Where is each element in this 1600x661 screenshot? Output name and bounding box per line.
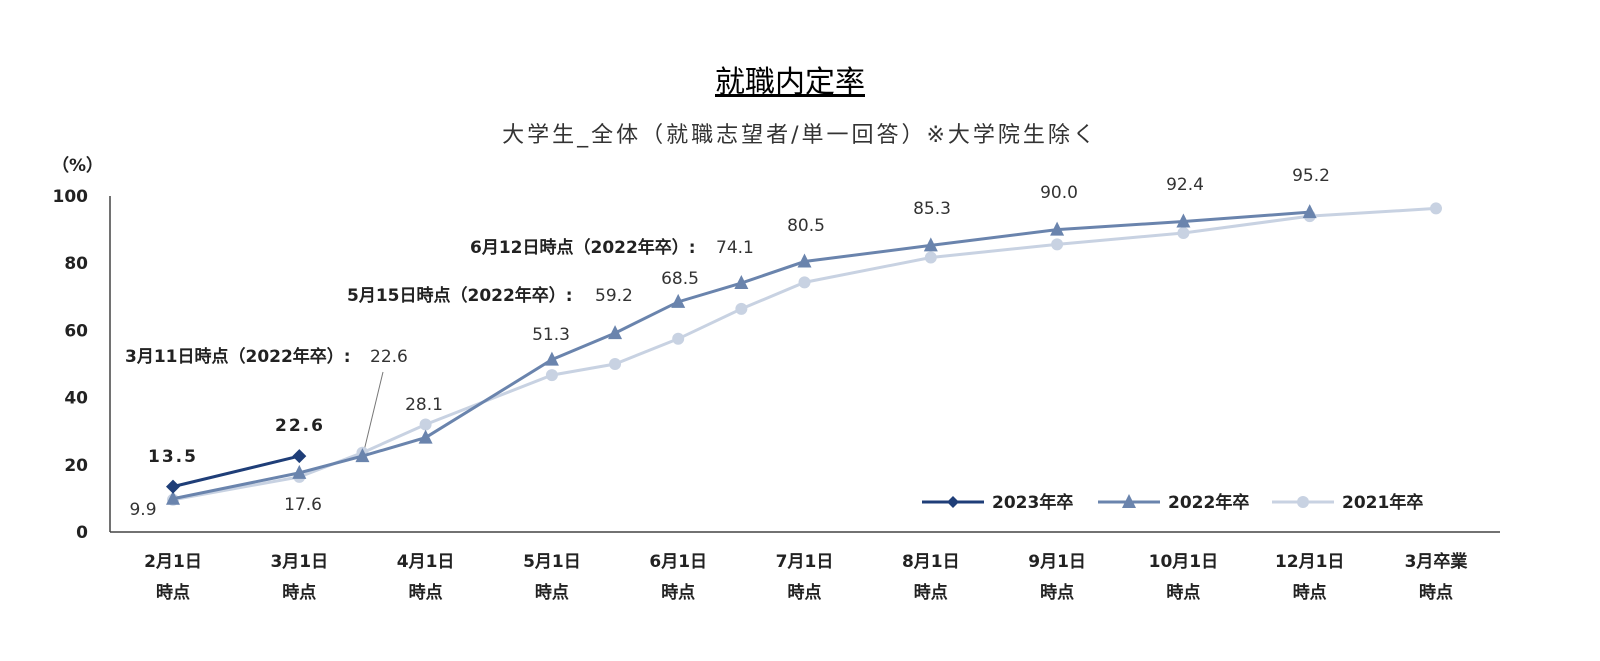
point-marker: [166, 490, 180, 505]
point-marker: [923, 237, 938, 252]
point-marker: [608, 325, 623, 340]
data-label: 95.2: [1292, 166, 1330, 186]
annotations: 3月11日時点（2022年卒）: 22.6 5月15日時点（2022年卒）: 59.2…: [125, 237, 754, 456]
point-marker: [797, 253, 812, 268]
point-marker: [798, 276, 811, 289]
point-marker: [1050, 221, 1065, 236]
data-labels: 13.5 22.6 9.9 17.6 28.1 51.3 68.5 80.5 85.3 90.0 9…: [129, 166, 1329, 520]
series-line-2: [172, 206, 1437, 502]
point-marker: [924, 251, 937, 264]
x-tick-label: 時点: [1166, 582, 1200, 603]
point-marker: [672, 332, 685, 345]
x-tick-label: 時点: [156, 582, 190, 603]
data-label: 22.6: [275, 416, 325, 436]
x-tick-label: 時点: [1040, 582, 1074, 603]
x-tick-label: 時点: [1419, 582, 1453, 603]
point-marker: [1177, 226, 1190, 239]
x-tick-label: 6月1日: [649, 552, 707, 572]
point-marker: [734, 275, 749, 290]
legend-marker: [1122, 494, 1136, 508]
point-marker: [1302, 204, 1317, 219]
data-label: 68.5: [661, 269, 699, 289]
point-marker: [1176, 213, 1191, 228]
x-tick-label: 時点: [409, 582, 443, 603]
x-tick-label: 4月1日: [397, 552, 455, 572]
point-marker: [166, 479, 180, 494]
x-tick-label: 9月1日: [1028, 552, 1086, 572]
point-marker: [419, 418, 432, 431]
legend-label: 2021年卒: [1342, 492, 1423, 513]
annotation-label: 3月11日時点（2022年卒）:: [125, 346, 351, 367]
point-marker: [544, 351, 559, 366]
axes: [109, 196, 1500, 533]
point-marker: [1051, 238, 1064, 251]
y-tick-labels: 0 20 40 60 80 100: [53, 187, 89, 543]
data-label: 13.5: [148, 447, 198, 467]
point-marker: [609, 358, 622, 370]
annotation-label: 5月15日時点（2022年卒）:: [347, 285, 573, 306]
x-tick-label: 時点: [788, 582, 822, 603]
legend-marker: [1297, 496, 1309, 508]
annotation-leader-line: [362, 371, 384, 456]
x-tick-label: 10月1日: [1149, 552, 1219, 572]
legend: 2023年卒 2022年卒 2021年卒: [922, 492, 1423, 513]
annotation-value: 74.1: [716, 238, 754, 258]
x-tick-label: 時点: [914, 582, 948, 603]
data-label: 92.4: [1166, 175, 1204, 195]
point-marker: [292, 464, 307, 479]
annotation-label: 6月12日時点（2022年卒）:: [470, 237, 696, 258]
data-label: 80.5: [787, 216, 825, 236]
y-axis-unit: （%）: [52, 155, 103, 176]
annotation-value: 59.2: [595, 286, 633, 306]
y-tick-label: 60: [64, 321, 88, 341]
x-tick-label: 時点: [1293, 582, 1327, 603]
y-tick-label: 80: [64, 254, 88, 274]
x-tick-label: 3月1日: [270, 552, 328, 572]
legend-marker: [947, 496, 959, 508]
data-label: 90.0: [1040, 183, 1078, 203]
x-tick-label: 5月1日: [523, 552, 581, 572]
data-label: 28.1: [405, 395, 443, 415]
x-tick-label: 3月卒業: [1405, 551, 1468, 572]
y-tick-label: 0: [76, 523, 88, 543]
point-marker: [1430, 202, 1442, 215]
legend-label: 2023年卒: [992, 492, 1073, 513]
x-tick-label: 8月1日: [902, 552, 960, 572]
series-line-0: [172, 454, 300, 489]
x-tick-label: 12月1日: [1275, 552, 1345, 572]
x-tick-label: 時点: [661, 582, 695, 603]
point-marker: [418, 429, 433, 444]
series: [166, 202, 1442, 506]
y-tick-label: 40: [64, 389, 88, 409]
point-marker: [671, 293, 686, 308]
y-tick-label: 20: [64, 456, 88, 476]
chart-subtitle: 大学生_全体（就職志望者/単一回答）※大学院生除く: [502, 123, 1098, 148]
point-marker: [545, 369, 558, 382]
point-marker: [735, 302, 748, 315]
data-label: 85.3: [913, 199, 951, 219]
x-tick-label: 時点: [535, 582, 569, 603]
data-label: 51.3: [532, 325, 570, 345]
annotation-value: 22.6: [370, 347, 408, 367]
x-tick-label: 時点: [282, 582, 316, 603]
x-tick-label: 7月1日: [776, 552, 834, 572]
legend-label: 2022年卒: [1168, 492, 1249, 513]
point-marker: [292, 449, 307, 464]
point-marker: [355, 448, 370, 463]
x-tick-label: 2月1日: [144, 552, 202, 572]
data-label: 9.9: [129, 500, 156, 520]
data-label: 17.6: [284, 495, 322, 515]
chart-title: 就職内定率: [715, 65, 865, 100]
y-tick-label: 100: [53, 187, 89, 207]
